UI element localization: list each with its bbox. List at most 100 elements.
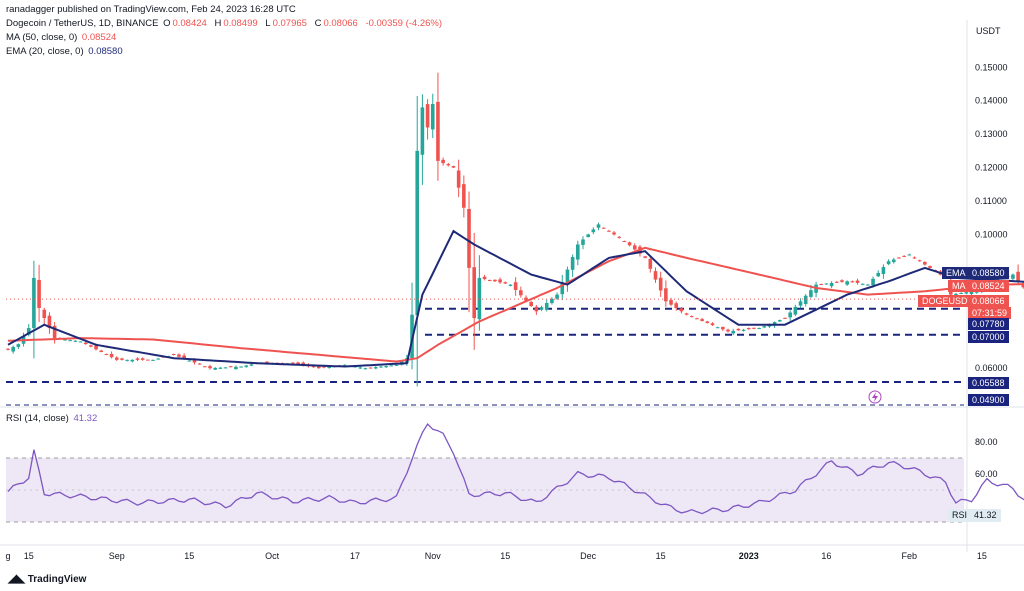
candle-body: [291, 362, 295, 364]
candle-body: [840, 280, 844, 282]
candle-body: [451, 166, 456, 168]
candle-body: [866, 284, 870, 286]
candle-body: [462, 184, 466, 208]
candle-body: [860, 283, 865, 285]
candle-body: [379, 366, 383, 368]
candle-body: [130, 359, 135, 362]
candle-body: [508, 284, 513, 286]
candle-body: [954, 293, 958, 296]
ma-tag-value: 0.08524: [968, 280, 1009, 292]
ma-legend-label: MA (50, close, 0): [6, 32, 78, 43]
time-label-9: 15: [656, 551, 666, 561]
candle-body: [783, 317, 787, 319]
support-tag-0: 0.07780: [968, 318, 1009, 330]
indicators: [6, 229, 1024, 368]
candle-body: [871, 278, 875, 286]
candle-body: [47, 315, 52, 329]
candle-body: [565, 269, 570, 285]
candle-body: [322, 366, 326, 368]
candle-body: [669, 300, 673, 305]
rsi-legend[interactable]: RSI (14, close) 41.32: [6, 413, 99, 424]
candle-body: [596, 224, 601, 228]
candle-body: [700, 319, 704, 321]
ma-legend[interactable]: MA (50, close, 0) 0.08524: [6, 32, 118, 43]
candle-body: [26, 328, 31, 335]
lightning-icon-bolt: [872, 392, 878, 402]
candle-body: [891, 259, 896, 263]
ema-legend[interactable]: EMA (20, close, 0) 0.08580: [6, 46, 125, 57]
candle-body: [358, 367, 363, 369]
tradingview-logo[interactable]: ◢◣ TradingView: [8, 572, 86, 585]
rsi-14-line: [7, 422, 1024, 515]
candle-body: [555, 294, 559, 299]
candle-body: [560, 282, 565, 295]
candle-body: [363, 368, 368, 370]
support-tag-2: 0.05588: [968, 377, 1009, 389]
ohlc-l-key: L: [265, 18, 271, 29]
candle-body: [513, 282, 518, 290]
time-label-5: 17: [350, 551, 360, 561]
candle-body: [762, 326, 767, 328]
candle-body: [228, 366, 233, 368]
candle-body: [498, 279, 502, 283]
candle-body: [746, 328, 751, 330]
candle-body: [928, 266, 932, 268]
candle-body: [472, 267, 476, 319]
candle-body: [104, 353, 109, 355]
candle-countdown: 07:31:59: [968, 307, 1012, 319]
candle-body: [99, 350, 104, 352]
symbol-legend[interactable]: Dogecoin / TetherUS, 1D, BINANCE O 0.0842…: [6, 18, 444, 29]
candle-body: [617, 236, 622, 238]
candle-body: [581, 239, 585, 245]
candle-body: [384, 365, 388, 368]
time-label-3: 15: [184, 551, 194, 561]
candle-body: [757, 328, 761, 330]
tradingview-logo-text: TradingView: [27, 574, 87, 585]
candle-body: [912, 257, 917, 259]
candle-body: [664, 288, 668, 302]
candle-body: [415, 150, 420, 316]
candle-body: [203, 366, 207, 368]
candle-body: [135, 358, 140, 360]
candle-body: [679, 308, 684, 312]
price-tick-1: 0.14000: [975, 96, 1008, 106]
time-label-10: 2023: [739, 551, 759, 561]
time-label-6: Nov: [425, 551, 442, 561]
candle-body: [52, 325, 57, 339]
candle-body: [456, 170, 461, 188]
candle-body: [140, 358, 145, 360]
candle-body: [78, 341, 83, 343]
candle-body: [446, 164, 451, 166]
candle-body: [534, 306, 539, 312]
rsi-tick-1: 60.00: [975, 469, 998, 479]
candle-body: [715, 327, 720, 329]
candle-body: [83, 342, 88, 345]
rsi-tag-value: 41.32: [970, 509, 1001, 522]
candle-body: [778, 320, 782, 322]
candle-body: [11, 346, 15, 352]
candle-body: [208, 366, 212, 369]
candle-body: [389, 365, 394, 367]
candle-body: [803, 295, 808, 304]
price-tick-2: 0.13000: [975, 129, 1008, 139]
candle-body: [788, 312, 792, 318]
candle-body: [296, 362, 300, 365]
price-tick-3: 0.12000: [975, 163, 1008, 173]
lightning-icon: [868, 390, 882, 404]
candle-body: [607, 230, 611, 232]
candle-body: [648, 258, 653, 269]
currency-label: USDT: [976, 26, 1001, 36]
candle-body: [705, 321, 710, 324]
candle-body: [493, 279, 497, 282]
candle-body: [342, 364, 347, 366]
candle-body: [156, 358, 161, 360]
candle-body: [897, 257, 901, 259]
ema-tag-name: EMA: [942, 267, 970, 279]
candle-body: [689, 316, 694, 318]
ohlc-o-val: 0.08424: [172, 18, 207, 29]
rsi-tag-name: RSI: [948, 509, 972, 522]
candle-body: [1021, 283, 1024, 288]
published-line: ranadagger published on TradingView.com,…: [6, 4, 296, 15]
candle-body: [544, 303, 549, 310]
